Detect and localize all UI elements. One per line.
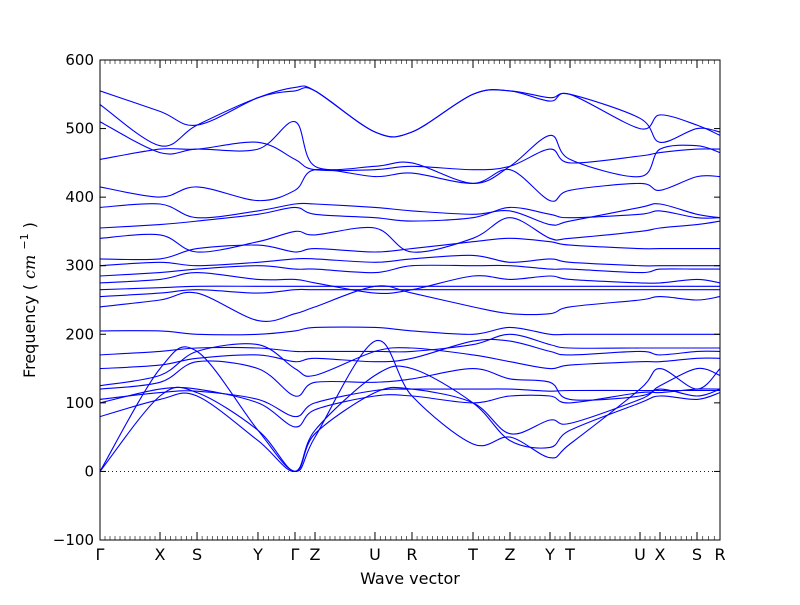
x-tick-label: Γ [291,545,300,564]
x-tick-label: Y [252,545,263,564]
x-tick-label: Y [544,545,555,564]
band-line-2 [100,386,720,472]
band-line-13 [100,285,720,291]
y-tick-label: 600 [65,51,94,69]
band-line-25 [100,85,720,138]
x-tick-label: T [564,545,575,564]
y-axis-label-unit: cm [20,255,39,279]
x-tick-label: S [192,545,202,564]
band-line-15 [100,264,720,277]
band-line-21 [100,168,720,202]
y-tick-label: 100 [65,394,94,412]
y-axis-label-close: ) [20,222,39,228]
band-line-22 [100,141,720,172]
y-tick-label: 200 [65,325,94,343]
y-tick-label: 400 [65,188,94,206]
band-line-1 [100,339,720,472]
band-line-7 [100,343,720,387]
band-line-11 [100,285,720,322]
band-line-6 [100,360,720,401]
x-tick-label: U [634,545,646,564]
band-line-5 [100,388,720,418]
band-line-19 [100,206,720,229]
plot-frame [99,59,721,541]
band-line-17 [100,237,720,261]
x-tick-label: T [467,545,478,564]
y-axis-label-text: Frequency ( [20,284,39,378]
band-line-20 [100,202,720,226]
x-tick-label: Z [310,545,321,564]
x-tick-label: S [692,545,702,564]
x-tick-label: R [714,545,725,564]
y-tick-label: 500 [65,120,94,138]
x-tick-label: R [406,545,417,564]
y-axis-label-exponent: −1 [18,233,31,249]
band-line-9 [100,333,720,356]
band-line-10 [100,326,720,336]
x-tick-label: U [369,545,381,564]
y-tick-label: −100 [53,531,94,549]
x-tick-label: X [654,545,665,564]
band-line-3 [100,365,720,472]
x-tick-label: X [155,545,166,564]
band-line-16 [100,254,720,267]
x-tick-label: Z [505,545,516,564]
series-layer [100,85,720,472]
y-axis-label: Frequency ( cm −1 ) [13,222,39,378]
band-line-14 [100,272,720,295]
band-line-24 [100,87,720,147]
band-line-18 [100,217,720,253]
x-tick-label: Γ [96,545,105,564]
y-tick-label: 0 [84,462,94,480]
x-axis-label: Wave vector [360,569,460,588]
band-line-23 [100,121,720,184]
band-line-12 [100,288,720,298]
y-tick-label: 300 [65,257,94,275]
band-line-8 [100,338,720,370]
